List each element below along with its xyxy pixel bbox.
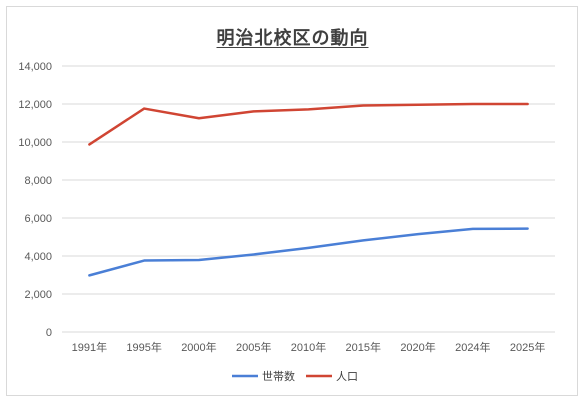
- x-tick-label: 2024年: [455, 340, 490, 354]
- series-line-1: [88, 102, 529, 146]
- y-tick-label: 10,000: [18, 137, 52, 149]
- legend-label: 人口: [336, 370, 358, 383]
- legend: 世帯数 人口: [232, 370, 358, 383]
- series-lines: [88, 102, 529, 277]
- y-tick-label: 8,000: [24, 175, 52, 187]
- x-tick-label: 2025年: [510, 340, 545, 354]
- series-line-0: [88, 227, 529, 277]
- x-tick-label: 2020年: [400, 340, 435, 354]
- chart-frame: [6, 6, 578, 396]
- y-tick-label: 2,000: [24, 289, 52, 301]
- y-tick-label: 14,000: [18, 61, 52, 73]
- y-tick-label: 12,000: [18, 99, 52, 111]
- x-tick-label: 2015年: [346, 340, 381, 354]
- gridlines: [62, 65, 555, 333]
- y-tick-label: 4,000: [24, 251, 52, 263]
- x-tick-label: 1991年: [72, 340, 107, 354]
- y-tick-label: 0: [46, 327, 52, 339]
- legend-label: 世帯数: [262, 370, 295, 383]
- chart-title: 明治北校区の動向: [216, 28, 369, 49]
- x-tick-label: 2010年: [291, 340, 326, 354]
- x-tick-label: 1995年: [126, 340, 161, 354]
- y-axis-ticks: 0 2,000 4,000 6,000 8,000 10,000 12,000 14,000: [18, 61, 52, 339]
- x-axis-ticks: 1991年 1995年 2000年 2005年 2010年 2015年 2020年 2024年…: [72, 340, 546, 354]
- y-tick-label: 6,000: [24, 213, 52, 225]
- x-tick-label: 2005年: [236, 340, 271, 354]
- x-tick-label: 2000年: [181, 340, 216, 354]
